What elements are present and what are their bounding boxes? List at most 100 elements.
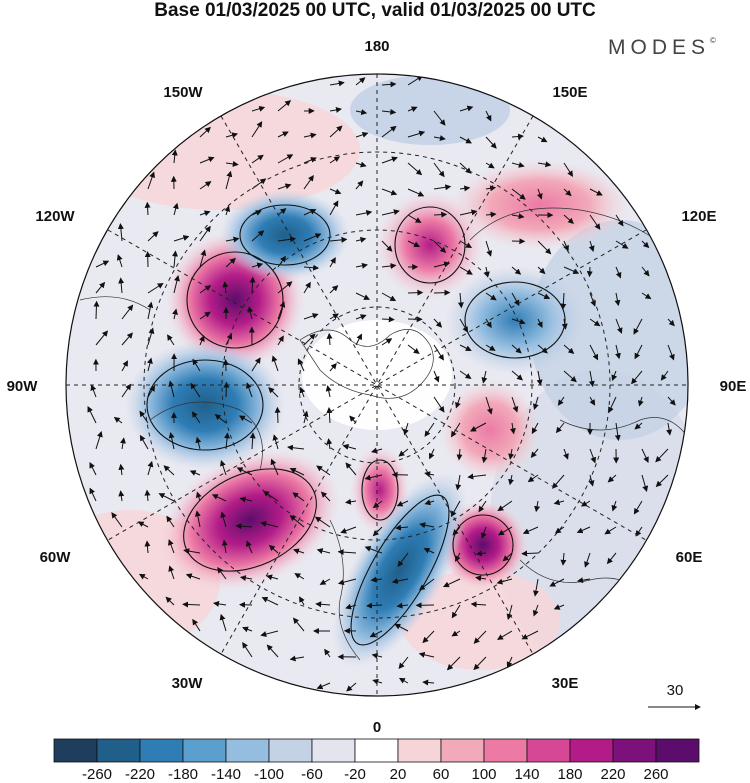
wind-vector-arrow	[303, 209, 317, 216]
wind-vector-arrow	[211, 494, 227, 502]
wind-vector-arrow	[446, 656, 461, 671]
wind-vector-arrow	[239, 496, 253, 503]
wind-vector-arrow	[667, 396, 676, 406]
wind-vector-arrow	[391, 578, 409, 584]
wind-vector-arrow	[655, 448, 669, 463]
wind-vector-arrow	[614, 292, 621, 307]
wind-vector-arrow	[245, 382, 253, 398]
wind-vector-arrow	[608, 396, 617, 414]
wind-vector-arrow	[475, 575, 487, 582]
map-boundary	[65, 73, 689, 697]
wind-vector-arrow	[473, 630, 487, 644]
wind-vector-arrow	[576, 526, 591, 534]
wind-vector-arrow	[355, 314, 367, 320]
wind-vector-arrow	[95, 430, 103, 450]
wind-vector-arrow	[522, 526, 539, 535]
wind-vector-arrow	[299, 596, 305, 606]
wind-vector-arrow	[90, 384, 97, 398]
wind-vector-arrow	[266, 574, 279, 581]
wind-vector-arrow	[634, 344, 643, 360]
wind-vector-arrow	[355, 236, 367, 243]
wind-vector-arrow	[329, 313, 339, 320]
wind-vector-arrow	[478, 500, 487, 513]
wind-vector-arrow	[139, 434, 149, 450]
wind-vector-arrow	[631, 370, 643, 385]
wind-vector-arrow	[641, 292, 652, 300]
wind-vector-arrow	[455, 396, 461, 409]
wind-vector-arrow	[277, 183, 292, 190]
wind-vector-arrow	[407, 130, 426, 138]
wind-vector-arrow	[324, 648, 331, 658]
wind-vector-arrow	[394, 623, 409, 632]
wind-vector-arrow	[666, 422, 673, 436]
wind-vector-arrow	[557, 396, 565, 406]
wind-vector-arrow	[396, 500, 409, 507]
wind-vector-arrow	[455, 474, 462, 491]
wind-vector-arrow	[111, 512, 123, 528]
wind-vector-arrow	[195, 491, 202, 502]
wind-vector-arrow	[118, 463, 125, 476]
wind-vector-arrow	[485, 136, 497, 149]
wind-vector-arrow	[303, 333, 316, 346]
lon-label-120w: 120W	[35, 208, 75, 225]
wind-vector-arrow	[554, 526, 565, 534]
wind-vector-arrow	[433, 396, 445, 413]
reference-vector: 30	[648, 682, 701, 710]
wind-vector-arrow	[560, 292, 567, 310]
wind-vector-arrow	[589, 318, 601, 327]
colorbar-tick-label: -220	[125, 766, 155, 783]
wind-vector-arrow	[217, 566, 227, 580]
wind-vector-arrow	[424, 422, 435, 437]
wind-vector-arrow	[633, 318, 643, 335]
wind-vector-arrow	[407, 240, 421, 247]
wind-vector-arrow	[214, 413, 227, 424]
wind-vector-arrow	[147, 282, 164, 294]
wind-vector-arrow	[372, 526, 383, 537]
wind-vector-arrow	[249, 432, 256, 450]
wind-vector-arrow	[147, 171, 155, 190]
wind-vector-arrow	[147, 460, 154, 476]
lon-label-180: 180	[364, 38, 389, 55]
wind-vector-arrow	[611, 500, 618, 512]
wind-vector-arrow	[355, 131, 369, 138]
colorbar-swatch	[483, 738, 528, 763]
wind-vector-arrow	[289, 655, 305, 662]
colorbar-tick-label: 180	[557, 766, 582, 783]
wind-vector-arrow	[355, 109, 368, 116]
wind-vector-arrow	[314, 516, 331, 528]
wind-vector-arrow	[615, 266, 622, 279]
wind-vector-arrow	[483, 266, 490, 278]
wind-vector-arrow	[118, 277, 125, 294]
wind-vector-arrow	[381, 263, 397, 269]
wind-vector-arrow	[277, 154, 294, 164]
wind-vector-arrow	[199, 249, 207, 268]
wind-vector-arrow	[292, 617, 305, 632]
wind-vector-arrow	[407, 162, 423, 176]
wind-vector-arrow	[508, 448, 515, 460]
wind-vector-arrow	[552, 474, 565, 489]
wind-vector-arrow	[637, 396, 644, 407]
wind-vector-arrow	[272, 434, 279, 450]
wind-vector-arrow	[588, 370, 595, 388]
wind-vector-arrow	[262, 490, 279, 502]
wind-vector-arrow	[315, 601, 331, 608]
wind-vector-arrow	[220, 459, 227, 476]
colorbar-tick-label: -140	[211, 766, 241, 783]
wind-vector-arrow	[172, 202, 179, 216]
wind-vector-arrow	[511, 161, 525, 168]
wind-vector-arrow	[563, 370, 577, 383]
brand-logo: MODES©	[608, 36, 716, 60]
wind-vector-arrow	[235, 523, 253, 530]
wind-vector-arrow	[247, 306, 254, 320]
lon-label-0: 0	[373, 719, 381, 736]
wind-vector-arrow	[633, 500, 643, 515]
lon-label-60e: 60E	[676, 549, 703, 566]
wind-vector-arrow	[355, 180, 364, 190]
lon-label-150e: 150E	[552, 84, 587, 101]
colorbar-tick-label: 20	[390, 766, 407, 783]
wind-vector-arrow	[189, 470, 201, 476]
wind-vector-arrow	[195, 436, 202, 450]
wind-vector-arrow	[366, 602, 383, 609]
lon-label-60w: 60W	[40, 549, 72, 566]
wind-vector-arrow	[451, 604, 461, 619]
